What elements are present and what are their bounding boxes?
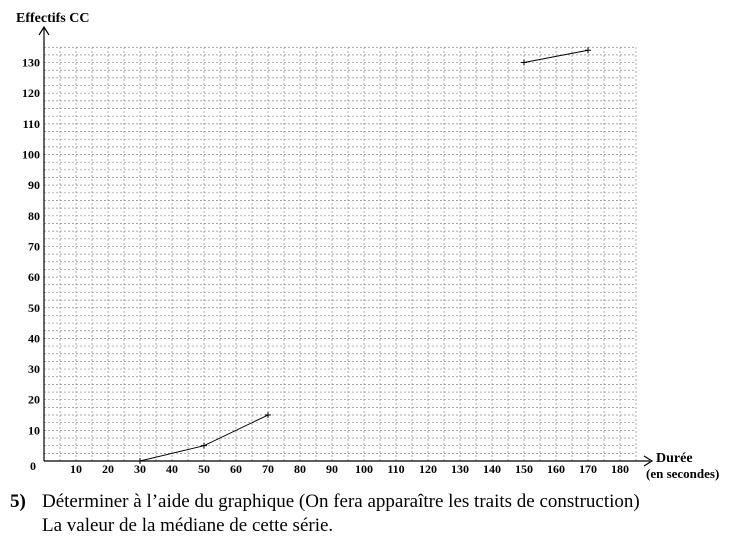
y-tick-label: 120 <box>22 86 40 100</box>
x-tick-label: 40 <box>166 462 178 476</box>
x-tick-label: 30 <box>134 462 146 476</box>
axes <box>38 25 654 467</box>
x-tick-label: 20 <box>102 462 114 476</box>
x-tick-label: 160 <box>547 462 565 476</box>
series-line <box>523 49 589 64</box>
x-tick-label: 60 <box>230 462 242 476</box>
x-tick-label: 170 <box>579 462 597 476</box>
data-point <box>521 59 527 66</box>
y-tick-label: 70 <box>28 239 40 253</box>
y-tick-label: 130 <box>22 56 40 70</box>
y-tick-labels: 10 20 30 40 50 60 70 80 90 100 110 120 130 <box>22 56 40 438</box>
x-tick-label: 110 <box>387 462 404 476</box>
y-tick-label: 100 <box>22 148 40 162</box>
x-axis-label: Durée <box>656 451 693 466</box>
grid <box>44 46 637 461</box>
x-tick-labels: 10 20 30 40 50 60 70 80 90 100 110 120 130 140 150 160 1… <box>70 462 629 476</box>
origin-label: 0 <box>30 459 36 473</box>
x-tick-label: 140 <box>483 462 501 476</box>
y-tick-label: 30 <box>28 362 40 376</box>
x-tick-label: 70 <box>262 462 274 476</box>
y-axis-label: Effectifs CC <box>16 11 89 26</box>
series <box>137 47 591 464</box>
y-tick-label: 80 <box>28 209 40 223</box>
x-tick-label: 180 <box>611 462 629 476</box>
data-point <box>201 442 207 449</box>
y-tick-label: 20 <box>28 393 40 407</box>
y-tick-label: 40 <box>28 331 40 345</box>
y-axis-arrow <box>38 25 50 36</box>
y-tick-label: 50 <box>28 301 40 315</box>
question-line-1: 5) Déterminer à l’aide du graphique (On f… <box>10 490 640 514</box>
x-tick-label: 80 <box>294 462 306 476</box>
y-tick-label: 110 <box>23 117 40 131</box>
data-point <box>585 47 591 54</box>
data-point <box>265 412 271 419</box>
x-tick-label: 100 <box>355 462 373 476</box>
question-line-2: La valeur de la médiane de cette série. <box>42 515 334 536</box>
data-point <box>137 458 143 464</box>
x-axis-arrow <box>643 455 654 467</box>
x-tick-label: 120 <box>419 462 437 476</box>
x-tick-label: 150 <box>515 462 533 476</box>
cumulative-frequency-chart: 10 20 30 40 50 60 70 80 90 100 110 120 130 140 150 160 1… <box>16 11 719 481</box>
y-tick-label: 10 <box>28 423 40 437</box>
x-tick-label: 90 <box>326 462 338 476</box>
y-tick-label: 60 <box>28 270 40 284</box>
x-tick-label: 10 <box>70 462 82 476</box>
x-axis-unit-label: (en secondes) <box>646 466 719 481</box>
question-block: 5) Déterminer à l’aide du graphique (On f… <box>10 490 640 538</box>
x-tick-label: 50 <box>198 462 210 476</box>
x-tick-label: 130 <box>451 462 469 476</box>
question-text: Déterminer à l’aide du graphique (On fer… <box>42 491 640 512</box>
question-number: 5) <box>10 491 26 512</box>
y-tick-label: 90 <box>28 178 40 192</box>
